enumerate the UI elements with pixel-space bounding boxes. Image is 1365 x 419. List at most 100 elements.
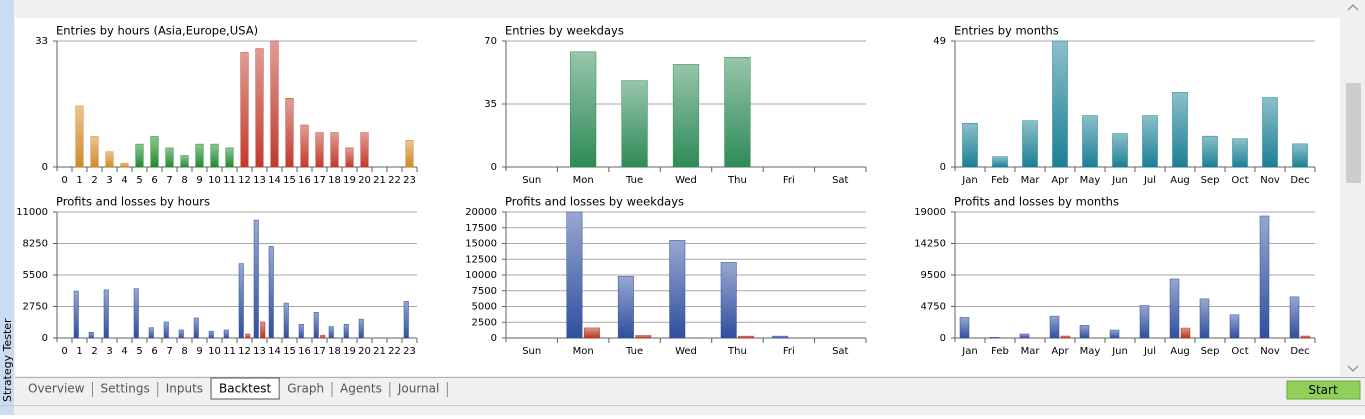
bar: [150, 136, 159, 168]
start-button-label[interactable]: Start: [1308, 383, 1338, 397]
bar: [772, 335, 789, 339]
bar: [1202, 135, 1218, 168]
bar: [105, 151, 114, 168]
x-tick-label: 8: [181, 346, 187, 357]
x-tick-label: 10: [208, 175, 221, 186]
bar: [180, 155, 189, 168]
bar: [962, 123, 978, 168]
y-tick-label: 9500: [921, 270, 946, 281]
y-tick-label: 0: [491, 333, 497, 344]
bar: [208, 330, 214, 339]
tab[interactable]: Settings: [101, 382, 150, 396]
bar: [672, 64, 700, 168]
x-tick-label: 9: [196, 346, 202, 357]
x-tick-label: 2: [91, 175, 97, 186]
bar: [669, 240, 686, 339]
y-tick-label: 17500: [465, 223, 497, 234]
x-tick-label: Apr: [1051, 175, 1069, 186]
bar: [1142, 115, 1158, 168]
scroll-arrows: [1347, 4, 1359, 372]
x-tick-label: Aug: [1170, 346, 1190, 357]
bar: [75, 105, 84, 168]
scroll-thumb[interactable]: [1346, 83, 1361, 183]
y-tick-label: 0: [42, 162, 48, 173]
tab[interactable]: Graph: [287, 382, 324, 396]
bar: [1259, 215, 1270, 339]
x-tick-label: 6: [151, 346, 157, 357]
bar: [1169, 278, 1180, 339]
x-tick-label: 20: [358, 175, 371, 186]
tab-bar: Overview Settings Inputs Backtest Graph Agent…: [28, 377, 448, 400]
x-tick-label: 3: [106, 175, 112, 186]
bar: [73, 290, 79, 339]
y-tick-label: 15000: [465, 239, 497, 250]
start-button[interactable]: [1286, 380, 1361, 400]
bar: [1292, 143, 1308, 168]
x-tick-label: Jun: [1111, 346, 1128, 357]
bar: [724, 56, 751, 168]
y-tick-label: 0: [491, 162, 497, 173]
bar: [1082, 115, 1098, 168]
x-tick-label: 17: [313, 175, 326, 186]
bar: [148, 327, 154, 339]
bar: [223, 329, 229, 339]
tab[interactable]: Journal: [397, 382, 440, 396]
x-tick-label: 11: [223, 346, 236, 357]
bar: [260, 321, 266, 339]
x-tick-label: 1: [76, 175, 82, 186]
scrollbar[interactable]: [1342, 0, 1365, 376]
bar: [103, 289, 109, 339]
chart-title: Entries by hours (Asia,Europe,USA): [56, 24, 258, 38]
bar: [270, 40, 279, 168]
bar: [1172, 92, 1188, 168]
bar: [240, 52, 249, 168]
x-tick-label: Mon: [573, 346, 594, 357]
x-tick-label: 0: [61, 175, 67, 186]
x-tick-label: 15: [283, 175, 296, 186]
bar: [285, 98, 294, 168]
x-tick-label: Wed: [675, 175, 697, 186]
bar: [298, 324, 304, 339]
x-tick-label: Jan: [961, 346, 977, 357]
bar: [1300, 335, 1311, 339]
y-tick-label: 35: [484, 99, 497, 110]
tab[interactable]: Agents: [340, 382, 382, 396]
x-tick-label: 20: [358, 346, 371, 357]
y-tick-label: 0: [940, 162, 946, 173]
x-tick-label: Wed: [675, 346, 697, 357]
x-tick-label: Tue: [625, 346, 643, 357]
x-tick-label: 19: [343, 175, 356, 186]
side-bar: [0, 0, 14, 415]
bar: [1079, 325, 1090, 339]
tab[interactable]: Overview: [28, 382, 85, 396]
x-tick-label: Sun: [522, 346, 541, 357]
x-tick-label: Nov: [1260, 175, 1280, 186]
x-tick-label: Sat: [832, 175, 848, 186]
bar: [300, 124, 309, 168]
x-tick-label: Sep: [1201, 175, 1220, 186]
bar: [328, 326, 334, 339]
bar: [165, 147, 174, 168]
y-tick-label: 12500: [465, 254, 497, 265]
bar: [992, 156, 1008, 168]
tab[interactable]: Backtest: [219, 382, 271, 396]
y-tick-label: 2750: [23, 302, 48, 313]
x-tick-label: 22: [388, 175, 401, 186]
x-tick-label: 3: [106, 346, 112, 357]
bar: [720, 262, 737, 339]
bar: [268, 246, 274, 339]
bar: [345, 147, 354, 168]
chart-title: Entries by weekdays: [505, 24, 624, 38]
tab[interactable]: Inputs: [166, 382, 203, 396]
bar: [1229, 314, 1240, 339]
x-tick-label: Feb: [991, 346, 1009, 357]
x-tick-label: 1: [76, 346, 82, 357]
x-tick-label: 14: [268, 346, 281, 357]
x-tick-label: Sun: [522, 175, 541, 186]
bar: [1262, 97, 1278, 168]
bar: [225, 147, 234, 168]
bar: [405, 140, 414, 168]
x-tick-label: 5: [136, 175, 142, 186]
y-tick-label: 4750: [921, 302, 946, 313]
